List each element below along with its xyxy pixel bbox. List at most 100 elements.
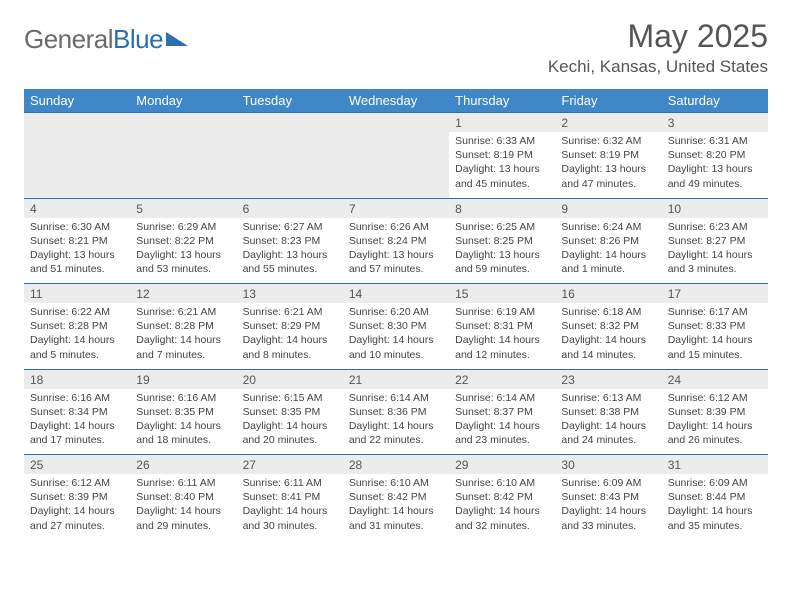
day-detail-cell: Sunrise: 6:31 AMSunset: 8:20 PMDaylight:…: [662, 132, 768, 198]
sunrise-line: Sunrise: 6:25 AM: [455, 220, 549, 234]
day-number-cell: 20: [237, 369, 343, 389]
day-detail-cell: Sunrise: 6:26 AMSunset: 8:24 PMDaylight:…: [343, 218, 449, 284]
sunset-line: Sunset: 8:44 PM: [668, 490, 762, 504]
day-number-cell: 6: [237, 198, 343, 218]
day-number-row: 123: [24, 113, 768, 133]
weekday-header: Tuesday: [237, 89, 343, 113]
day-detail-cell: Sunrise: 6:21 AMSunset: 8:28 PMDaylight:…: [130, 303, 236, 369]
sunrise-line: Sunrise: 6:14 AM: [349, 391, 443, 405]
location-label: Kechi, Kansas, United States: [548, 57, 768, 77]
daylight-line: Daylight: 14 hours and 3 minutes.: [668, 248, 762, 276]
day-detail-cell: Sunrise: 6:09 AMSunset: 8:43 PMDaylight:…: [555, 474, 661, 540]
day-number-cell: 29: [449, 455, 555, 475]
weekday-header: Friday: [555, 89, 661, 113]
day-detail-cell: Sunrise: 6:09 AMSunset: 8:44 PMDaylight:…: [662, 474, 768, 540]
sunset-line: Sunset: 8:19 PM: [455, 148, 549, 162]
sunrise-line: Sunrise: 6:33 AM: [455, 134, 549, 148]
day-detail-cell: Sunrise: 6:27 AMSunset: 8:23 PMDaylight:…: [237, 218, 343, 284]
daylight-line: Daylight: 14 hours and 12 minutes.: [455, 333, 549, 361]
sunset-line: Sunset: 8:36 PM: [349, 405, 443, 419]
day-number-cell: [130, 113, 236, 133]
sunset-line: Sunset: 8:28 PM: [30, 319, 124, 333]
sunrise-line: Sunrise: 6:30 AM: [30, 220, 124, 234]
day-number-cell: 4: [24, 198, 130, 218]
day-number-cell: 10: [662, 198, 768, 218]
header: GeneralBlue May 2025 Kechi, Kansas, Unit…: [24, 18, 768, 83]
day-number-cell: 22: [449, 369, 555, 389]
day-number-cell: [24, 113, 130, 133]
day-number-cell: 28: [343, 455, 449, 475]
day-number-cell: 26: [130, 455, 236, 475]
daylight-line: Daylight: 14 hours and 7 minutes.: [136, 333, 230, 361]
day-detail-cell: Sunrise: 6:18 AMSunset: 8:32 PMDaylight:…: [555, 303, 661, 369]
day-detail-cell: Sunrise: 6:12 AMSunset: 8:39 PMDaylight:…: [24, 474, 130, 540]
weekday-header: Wednesday: [343, 89, 449, 113]
day-number-cell: 7: [343, 198, 449, 218]
sunrise-line: Sunrise: 6:16 AM: [136, 391, 230, 405]
day-detail-row: Sunrise: 6:12 AMSunset: 8:39 PMDaylight:…: [24, 474, 768, 540]
sunrise-line: Sunrise: 6:11 AM: [243, 476, 337, 490]
day-detail-cell: Sunrise: 6:11 AMSunset: 8:41 PMDaylight:…: [237, 474, 343, 540]
daylight-line: Daylight: 13 hours and 51 minutes.: [30, 248, 124, 276]
daylight-line: Daylight: 14 hours and 15 minutes.: [668, 333, 762, 361]
day-detail-cell: Sunrise: 6:30 AMSunset: 8:21 PMDaylight:…: [24, 218, 130, 284]
day-detail-row: Sunrise: 6:22 AMSunset: 8:28 PMDaylight:…: [24, 303, 768, 369]
day-number-cell: 3: [662, 113, 768, 133]
day-number-cell: [343, 113, 449, 133]
day-detail-cell: Sunrise: 6:16 AMSunset: 8:34 PMDaylight:…: [24, 389, 130, 455]
day-number-cell: 2: [555, 113, 661, 133]
daylight-line: Daylight: 14 hours and 30 minutes.: [243, 504, 337, 532]
day-detail-cell: Sunrise: 6:24 AMSunset: 8:26 PMDaylight:…: [555, 218, 661, 284]
day-number-cell: 23: [555, 369, 661, 389]
sunrise-line: Sunrise: 6:31 AM: [668, 134, 762, 148]
day-detail-cell: Sunrise: 6:10 AMSunset: 8:42 PMDaylight:…: [449, 474, 555, 540]
daylight-line: Daylight: 13 hours and 53 minutes.: [136, 248, 230, 276]
daylight-line: Daylight: 14 hours and 8 minutes.: [243, 333, 337, 361]
day-detail-cell: Sunrise: 6:11 AMSunset: 8:40 PMDaylight:…: [130, 474, 236, 540]
day-number-cell: 21: [343, 369, 449, 389]
title-block: May 2025 Kechi, Kansas, United States: [548, 18, 768, 83]
sunset-line: Sunset: 8:42 PM: [349, 490, 443, 504]
day-detail-cell: Sunrise: 6:32 AMSunset: 8:19 PMDaylight:…: [555, 132, 661, 198]
day-number-cell: 15: [449, 284, 555, 304]
day-detail-cell: Sunrise: 6:19 AMSunset: 8:31 PMDaylight:…: [449, 303, 555, 369]
day-detail-cell: Sunrise: 6:16 AMSunset: 8:35 PMDaylight:…: [130, 389, 236, 455]
sunset-line: Sunset: 8:41 PM: [243, 490, 337, 504]
day-number-cell: [237, 113, 343, 133]
sunset-line: Sunset: 8:33 PM: [668, 319, 762, 333]
daylight-line: Daylight: 14 hours and 5 minutes.: [30, 333, 124, 361]
daylight-line: Daylight: 14 hours and 32 minutes.: [455, 504, 549, 532]
day-number-cell: 12: [130, 284, 236, 304]
sunset-line: Sunset: 8:37 PM: [455, 405, 549, 419]
day-detail-cell: Sunrise: 6:21 AMSunset: 8:29 PMDaylight:…: [237, 303, 343, 369]
daylight-line: Daylight: 14 hours and 35 minutes.: [668, 504, 762, 532]
day-number-cell: 14: [343, 284, 449, 304]
day-number-cell: 27: [237, 455, 343, 475]
sunrise-line: Sunrise: 6:21 AM: [136, 305, 230, 319]
sunrise-line: Sunrise: 6:20 AM: [349, 305, 443, 319]
brand-triangle-icon: [166, 32, 188, 46]
sunset-line: Sunset: 8:24 PM: [349, 234, 443, 248]
day-number-row: 18192021222324: [24, 369, 768, 389]
sunrise-line: Sunrise: 6:10 AM: [349, 476, 443, 490]
sunrise-line: Sunrise: 6:09 AM: [668, 476, 762, 490]
sunrise-line: Sunrise: 6:29 AM: [136, 220, 230, 234]
day-detail-cell: Sunrise: 6:10 AMSunset: 8:42 PMDaylight:…: [343, 474, 449, 540]
sunrise-line: Sunrise: 6:18 AM: [561, 305, 655, 319]
day-number-row: 11121314151617: [24, 284, 768, 304]
sunset-line: Sunset: 8:32 PM: [561, 319, 655, 333]
sunset-line: Sunset: 8:31 PM: [455, 319, 549, 333]
daylight-line: Daylight: 14 hours and 31 minutes.: [349, 504, 443, 532]
sunrise-line: Sunrise: 6:21 AM: [243, 305, 337, 319]
day-detail-cell: Sunrise: 6:14 AMSunset: 8:36 PMDaylight:…: [343, 389, 449, 455]
sunrise-line: Sunrise: 6:15 AM: [243, 391, 337, 405]
day-detail-cell: Sunrise: 6:23 AMSunset: 8:27 PMDaylight:…: [662, 218, 768, 284]
sunset-line: Sunset: 8:39 PM: [668, 405, 762, 419]
calendar-table: SundayMondayTuesdayWednesdayThursdayFrid…: [24, 89, 768, 540]
daylight-line: Daylight: 13 hours and 57 minutes.: [349, 248, 443, 276]
sunset-line: Sunset: 8:35 PM: [136, 405, 230, 419]
daylight-line: Daylight: 14 hours and 29 minutes.: [136, 504, 230, 532]
calendar-body: 123Sunrise: 6:33 AMSunset: 8:19 PMDaylig…: [24, 113, 768, 541]
day-number-cell: 13: [237, 284, 343, 304]
brand-part2: Blue: [113, 24, 163, 54]
